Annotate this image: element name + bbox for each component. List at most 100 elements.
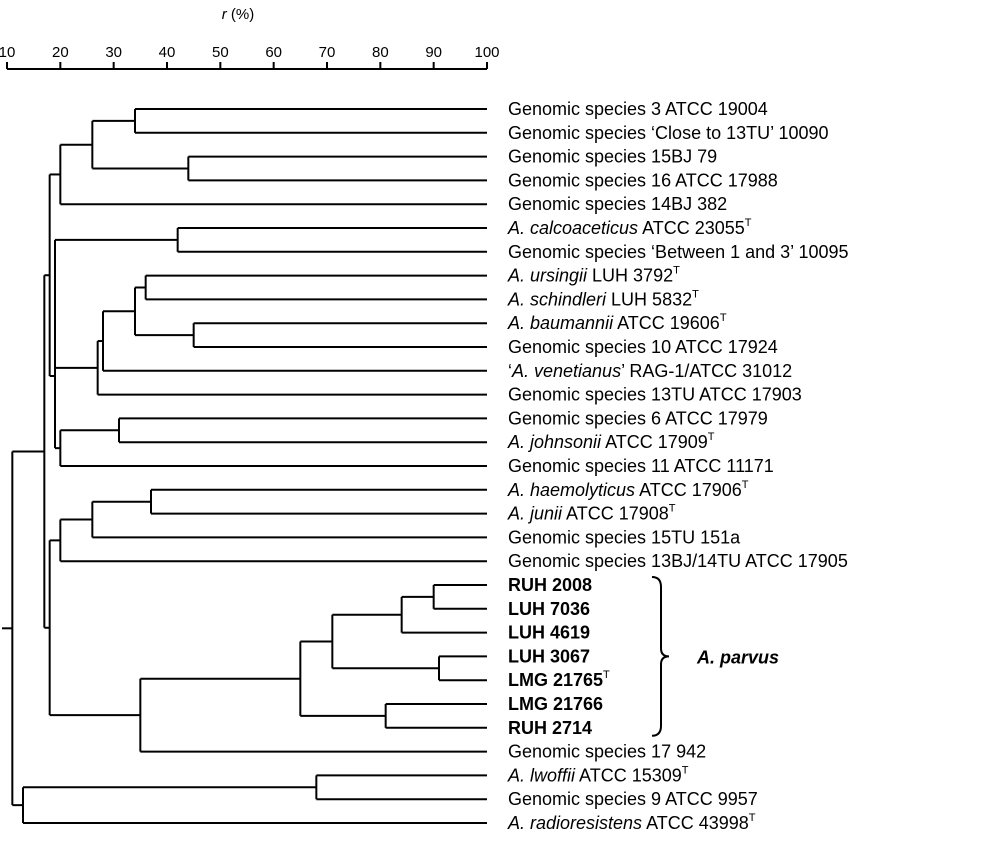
axis-title-unit: (%) bbox=[227, 6, 255, 23]
leaf-label: Genomic species 6 ATCC 17979 bbox=[508, 408, 768, 428]
axis-tick-label: 60 bbox=[265, 44, 282, 61]
leaf-label-part: T bbox=[708, 431, 715, 443]
leaf-label-part: A. junii bbox=[507, 504, 563, 524]
leaf-label-part: LUH 3067 bbox=[508, 646, 590, 666]
leaf-labels: Genomic species 3 ATCC 19004 Genomic spec… bbox=[507, 99, 849, 833]
leaf-label-part: T bbox=[749, 812, 756, 824]
leaf-label-part: A. venetianus bbox=[511, 361, 621, 381]
leaf-label-part: Genomic species 14BJ 382 bbox=[508, 194, 727, 214]
leaf-label: Genomic species ‘Between 1 and 3’ 10095 bbox=[508, 242, 849, 262]
species-group: A. parvus bbox=[651, 576, 779, 737]
axis-tick-label: 50 bbox=[212, 44, 229, 61]
leaf-label-part: LMG 21766 bbox=[508, 694, 603, 714]
leaf-label-part: ATCC 15309 bbox=[575, 765, 682, 785]
leaf-label-part: A. radioresistens bbox=[507, 813, 642, 833]
leaf-label-part: Genomic species 6 ATCC 17979 bbox=[508, 408, 768, 428]
leaf-label: A. radioresistens ATCC 43998T bbox=[507, 812, 756, 833]
leaf-label-part: A. haemolyticus bbox=[507, 480, 635, 500]
leaf-label-part: T bbox=[720, 312, 727, 324]
leaf-label-part: LUH 5832 bbox=[606, 289, 692, 309]
leaf-label: A. calcoaceticus ATCC 23055T bbox=[507, 217, 752, 238]
leaf-label-part: Genomic species 13BJ/14TU ATCC 17905 bbox=[508, 551, 848, 571]
leaf-label-part: Genomic species 16 ATCC 17988 bbox=[508, 170, 778, 190]
leaf-label: LUH 3067 bbox=[508, 646, 590, 666]
leaf-label: Genomic species 10 ATCC 17924 bbox=[508, 337, 778, 357]
axis-tick-label: 10 bbox=[0, 44, 15, 61]
leaf-label: Genomic species 13BJ/14TU ATCC 17905 bbox=[508, 551, 848, 571]
leaf-label-part: RUH 2008 bbox=[508, 575, 592, 595]
leaf-label-part: Genomic species ‘Close to 13TU’ 10090 bbox=[508, 123, 829, 143]
leaf-label-part: LMG 21765 bbox=[508, 670, 603, 690]
leaf-label-part: A. baumannii bbox=[507, 313, 614, 333]
leaf-label-part: A. lwoffii bbox=[507, 765, 576, 785]
axis-ticks: 10 20 30 40 50 60 70 80 90 100 bbox=[0, 44, 500, 69]
leaf-label: A. johnsonii ATCC 17909T bbox=[507, 431, 715, 452]
leaf-label-part: T bbox=[742, 479, 749, 491]
leaf-label: Genomic species 15BJ 79 bbox=[508, 147, 717, 167]
leaf-label: LMG 21765T bbox=[508, 669, 610, 690]
leaf-label-part: T bbox=[669, 503, 676, 515]
leaf-label-part: Genomic species 3 ATCC 19004 bbox=[508, 99, 768, 119]
leaf-label-part: ‘ bbox=[508, 361, 512, 381]
leaf-label-part: ATCC 19606 bbox=[613, 313, 720, 333]
axis-title-variable: r bbox=[222, 6, 228, 23]
leaf-label: RUH 2008 bbox=[508, 575, 592, 595]
leaf-label-part: Genomic species 9 ATCC 9957 bbox=[508, 789, 758, 809]
leaf-label-part: Genomic species 10 ATCC 17924 bbox=[508, 337, 778, 357]
leaf-label: Genomic species 15TU 151a bbox=[508, 527, 741, 547]
leaf-label-part: Genomic species 13TU ATCC 17903 bbox=[508, 385, 802, 405]
leaf-label: LMG 21766 bbox=[508, 694, 603, 714]
leaf-label-part: T bbox=[603, 669, 610, 681]
leaf-label-part: Genomic species 15TU 151a bbox=[508, 527, 741, 547]
leaf-label-part: A. ursingii bbox=[507, 266, 588, 286]
leaf-label-part: ATCC 17906 bbox=[635, 480, 742, 500]
axis-tick-label: 40 bbox=[159, 44, 176, 61]
leaf-label: Genomic species 9 ATCC 9957 bbox=[508, 789, 758, 809]
leaf-label: Genomic species 16 ATCC 17988 bbox=[508, 170, 778, 190]
leaf-label-part: LUH 3792 bbox=[587, 266, 673, 286]
leaf-label: LUH 4619 bbox=[508, 623, 590, 643]
leaf-label-part: RUH 2714 bbox=[508, 718, 592, 738]
leaf-label: Genomic species 14BJ 382 bbox=[508, 194, 727, 214]
leaf-label: Genomic species 17 942 bbox=[508, 742, 706, 762]
group-label: A. parvus bbox=[696, 647, 779, 667]
leaf-label-part: T bbox=[673, 265, 680, 277]
leaf-label: A. lwoffii ATCC 15309T bbox=[507, 764, 689, 785]
leaf-label: A. junii ATCC 17908T bbox=[507, 503, 676, 524]
leaf-label-part: A. calcoaceticus bbox=[507, 218, 638, 238]
axis: r (%) 10 20 30 40 50 60 70 80 90 100 bbox=[0, 6, 500, 70]
leaf-label-part: A. schindleri bbox=[507, 289, 607, 309]
axis-title: r (%) bbox=[222, 6, 255, 23]
leaf-label: A. haemolyticus ATCC 17906T bbox=[507, 479, 749, 500]
tree-edges bbox=[2, 108, 487, 824]
leaf-label-part: T bbox=[745, 217, 752, 229]
axis-tick-label: 70 bbox=[319, 44, 336, 61]
leaf-label-part: T bbox=[692, 288, 699, 300]
leaf-label: RUH 2714 bbox=[508, 718, 592, 738]
leaf-label-part: T bbox=[682, 764, 689, 776]
axis-tick-label: 30 bbox=[105, 44, 122, 61]
leaf-label: ‘A. venetianus’ RAG-1/ATCC 31012 bbox=[508, 361, 792, 381]
leaf-label-part: LUH 4619 bbox=[508, 623, 590, 643]
leaf-label-part: Genomic species 17 942 bbox=[508, 742, 706, 762]
leaf-label-part: ATCC 23055 bbox=[638, 218, 745, 238]
leaf-label-part: LUH 7036 bbox=[508, 599, 590, 619]
leaf-label-part: ATCC 17908 bbox=[562, 504, 669, 524]
axis-tick-label: 20 bbox=[52, 44, 69, 61]
leaf-label-part: ’ RAG-1/ATCC 31012 bbox=[621, 361, 792, 381]
leaf-label-part: ATCC 17909 bbox=[601, 432, 708, 452]
leaf-label-part: A. johnsonii bbox=[507, 432, 602, 452]
leaf-label-part: Genomic species ‘Between 1 and 3’ 10095 bbox=[508, 242, 849, 262]
leaf-label: Genomic species 11 ATCC 11171 bbox=[508, 456, 774, 476]
leaf-label: Genomic species 13TU ATCC 17903 bbox=[508, 385, 802, 405]
axis-tick-label: 90 bbox=[425, 44, 442, 61]
axis-tick-label: 80 bbox=[372, 44, 389, 61]
leaf-label: LUH 7036 bbox=[508, 599, 590, 619]
leaf-label: A. schindleri LUH 5832T bbox=[507, 288, 699, 309]
axis-tick-label: 100 bbox=[474, 44, 499, 61]
leaf-label-part: Genomic species 11 ATCC 11171 bbox=[508, 456, 774, 476]
leaf-label: A. baumannii ATCC 19606T bbox=[507, 312, 727, 333]
leaf-label: Genomic species 3 ATCC 19004 bbox=[508, 99, 768, 119]
leaf-label: A. ursingii LUH 3792T bbox=[507, 265, 680, 286]
